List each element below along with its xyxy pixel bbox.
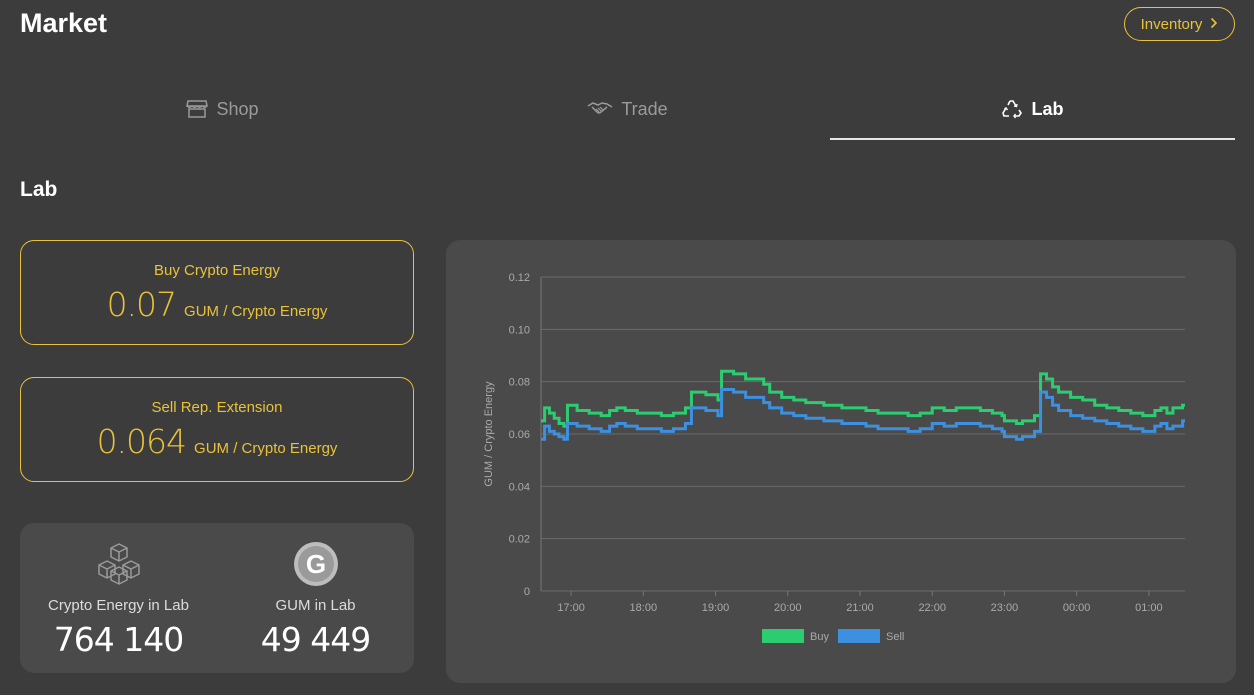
chevron-right-icon bbox=[1210, 16, 1218, 32]
gum-stock: G GUM in Lab 49 449 bbox=[217, 523, 414, 673]
x-tick-label: 17:00 bbox=[557, 602, 585, 614]
buy-price-unit: GUM / Crypto Energy bbox=[184, 303, 328, 320]
legend-label-sell: Sell bbox=[886, 631, 904, 643]
y-tick-label: 0.12 bbox=[509, 272, 530, 284]
gum-coin-letter: G bbox=[305, 549, 325, 579]
lab-stock-card: Crypto Energy in Lab 764 140 G GUM in La… bbox=[20, 523, 414, 673]
legend-swatch-sell bbox=[838, 629, 880, 643]
inventory-label: Inventory bbox=[1140, 15, 1203, 33]
sell-price-card: Sell Rep. Extension 0.064 GUM / Crypto E… bbox=[20, 377, 414, 482]
active-tab-indicator bbox=[830, 138, 1235, 140]
sell-price-label: Sell Rep. Extension bbox=[151, 399, 283, 416]
tab-shop[interactable]: Shop bbox=[20, 88, 425, 130]
recycle-icon bbox=[1001, 98, 1023, 120]
tab-trade-label: Trade bbox=[621, 98, 668, 119]
section-title: Lab bbox=[20, 178, 58, 201]
series-line-buy bbox=[541, 369, 1185, 428]
x-tick-label: 21:00 bbox=[846, 602, 874, 614]
legend-label-buy: Buy bbox=[810, 631, 829, 643]
y-tick-label: 0.04 bbox=[509, 481, 530, 493]
tab-lab-label: Lab bbox=[1031, 98, 1064, 119]
y-tick-label: 0.02 bbox=[509, 534, 530, 546]
x-tick-label: 22:00 bbox=[918, 602, 946, 614]
store-icon bbox=[186, 99, 209, 119]
tab-trade[interactable]: Trade bbox=[425, 88, 830, 130]
buy-price-label: Buy Crypto Energy bbox=[154, 262, 280, 279]
sell-price-unit: GUM / Crypto Energy bbox=[194, 440, 338, 457]
price-chart: 0 0.02 0.04 0.06 0.08 0.10 0.12 17:00 18:00 19:00… bbox=[483, 272, 1185, 643]
y-tick-label: 0.06 bbox=[509, 429, 530, 441]
tab-lab[interactable]: Lab bbox=[830, 88, 1235, 130]
gum-coin-icon: G bbox=[293, 541, 339, 587]
y-axis-label: GUM / Crypto Energy bbox=[483, 381, 495, 487]
y-tick-label: 0 bbox=[524, 586, 530, 598]
energy-stock-label: Crypto Energy in Lab bbox=[48, 597, 189, 614]
buy-price-value: 0.07 bbox=[106, 285, 177, 324]
inventory-button[interactable]: Inventory bbox=[1124, 7, 1235, 41]
handshake-icon bbox=[587, 100, 613, 118]
x-tick-label: 18:00 bbox=[630, 602, 658, 614]
tab-shop-label: Shop bbox=[216, 98, 259, 119]
x-tick-label: 00:00 bbox=[1063, 602, 1091, 614]
price-chart-card: 0 0.02 0.04 0.06 0.08 0.10 0.12 17:00 18:00 19:00… bbox=[446, 240, 1236, 683]
legend-swatch-buy bbox=[762, 629, 804, 643]
x-tick-label: 23:00 bbox=[991, 602, 1019, 614]
gum-stock-label: GUM in Lab bbox=[275, 597, 356, 614]
gum-stock-value: 49 449 bbox=[260, 620, 371, 659]
cubes-icon bbox=[94, 541, 144, 587]
y-tick-label: 0.08 bbox=[509, 377, 530, 389]
x-tick-label: 19:00 bbox=[702, 602, 730, 614]
series-line-sell bbox=[541, 388, 1185, 441]
y-tick-label: 0.10 bbox=[509, 324, 530, 336]
tab-bar: Shop Trade Lab bbox=[20, 88, 1235, 140]
buy-price-card: Buy Crypto Energy 0.07 GUM / Crypto Ener… bbox=[20, 240, 414, 345]
x-tick-label: 20:00 bbox=[774, 602, 802, 614]
energy-stock-value: 764 140 bbox=[53, 620, 184, 659]
x-tick-label: 01:00 bbox=[1135, 602, 1163, 614]
energy-stock: Crypto Energy in Lab 764 140 bbox=[20, 523, 217, 673]
sell-price-value: 0.064 bbox=[96, 422, 187, 461]
page-title: Market bbox=[20, 8, 108, 38]
